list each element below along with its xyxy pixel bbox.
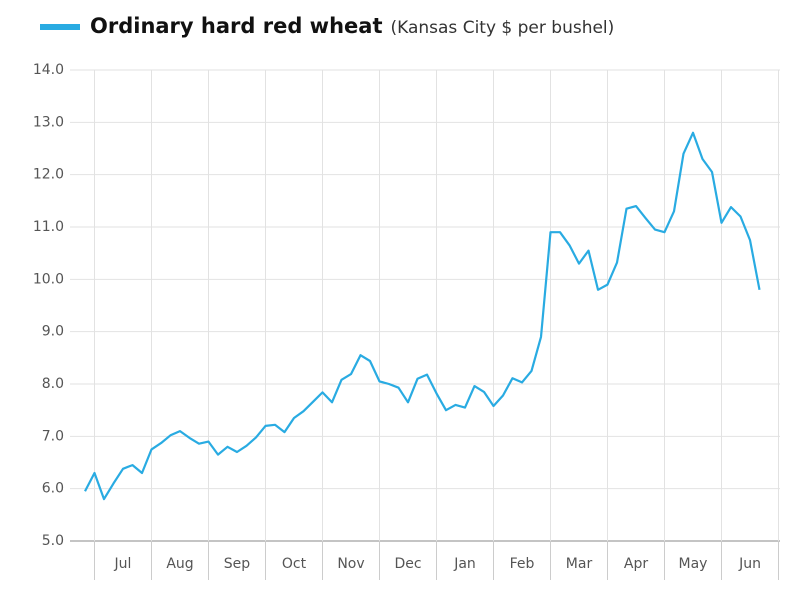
y-tick-label: 14.0 xyxy=(33,62,64,78)
x-tick-label: Mar xyxy=(566,556,593,572)
y-tick-label: 8.0 xyxy=(42,376,64,392)
x-tick-label: May xyxy=(679,556,708,572)
x-tick-label: Sep xyxy=(224,556,251,572)
y-tick-label: 11.0 xyxy=(33,219,64,235)
x-tick-label: Jun xyxy=(738,556,761,572)
x-tick-label: Apr xyxy=(624,556,648,572)
x-tick-label: Jan xyxy=(453,556,476,572)
x-tick-label: Nov xyxy=(337,556,364,572)
y-tick-label: 10.0 xyxy=(33,271,64,287)
y-tick-label: 7.0 xyxy=(42,428,64,444)
x-tick-label: Feb xyxy=(510,556,535,572)
x-tick-label: Oct xyxy=(282,556,307,572)
chart-subtitle: (Kansas City $ per bushel) xyxy=(390,18,614,38)
data-line xyxy=(84,131,761,501)
x-tick-label: Jul xyxy=(114,556,132,572)
legend-label: Ordinary hard red wheat xyxy=(90,14,382,38)
y-tick-label: 9.0 xyxy=(42,324,64,340)
x-tick-label: Dec xyxy=(394,556,421,572)
y-tick-label: 13.0 xyxy=(33,114,64,130)
y-tick-label: 12.0 xyxy=(33,167,64,183)
y-tick-label: 5.0 xyxy=(42,533,64,549)
x-tick-label: Aug xyxy=(166,556,193,572)
y-tick-label: 6.0 xyxy=(42,481,64,497)
